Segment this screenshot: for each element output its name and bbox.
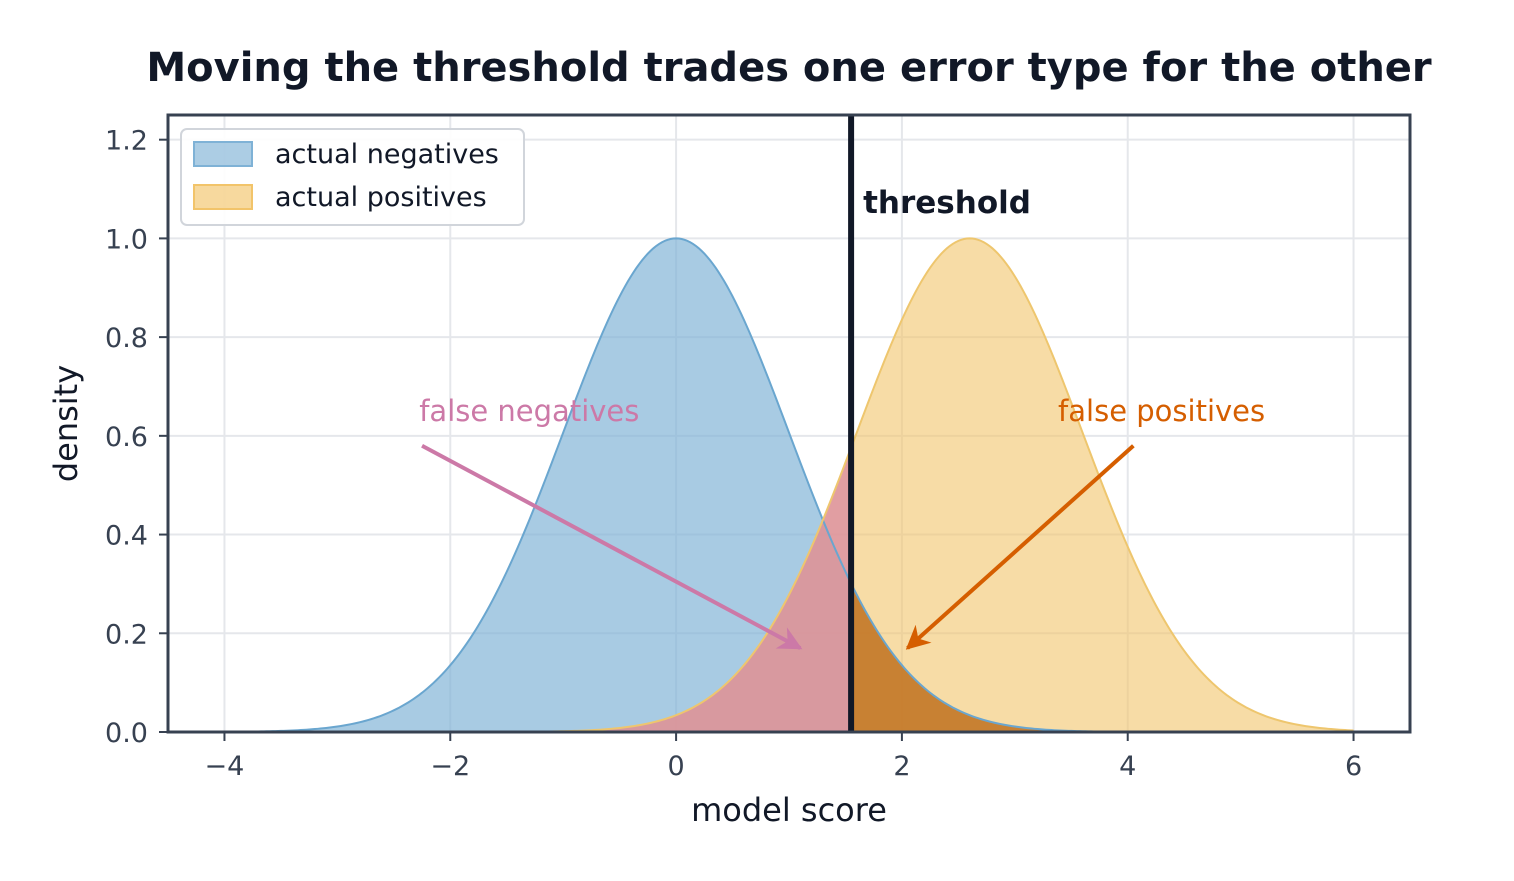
x-tick-label: 6	[1345, 751, 1362, 782]
x-axis-label: model score	[691, 791, 887, 829]
x-tick-label: −2	[430, 751, 470, 782]
legend-label: actual positives	[275, 182, 487, 213]
false-negative-region	[224, 447, 852, 732]
legend-swatch	[193, 141, 253, 167]
annotation-arrow	[905, 444, 1135, 650]
legend: actual negatives actual positives	[180, 128, 525, 226]
chart-title: Moving the threshold trades one error ty…	[146, 45, 1432, 91]
y-tick-label: 0.8	[105, 323, 148, 354]
density-areas	[224, 237, 1354, 733]
y-tick-label: 0.4	[105, 521, 148, 552]
x-tick-label: 0	[667, 751, 684, 782]
positives-area	[224, 238, 1354, 732]
annotation-arrow	[421, 443, 803, 650]
x-tick-label: 4	[1119, 751, 1136, 782]
y-axis-label: density	[47, 365, 85, 482]
y-tick-label: 0.6	[105, 422, 148, 453]
x-tick-label: 2	[893, 751, 910, 782]
threshold-line: threshold	[848, 115, 1031, 732]
threshold-label: threshold	[863, 185, 1031, 221]
y-tick-label: 0.0	[105, 718, 148, 749]
false-positive-region	[851, 583, 1354, 732]
negatives-area	[224, 238, 1354, 732]
plot-frame	[166, 113, 1412, 734]
x-tick-label: −4	[205, 751, 245, 782]
legend-box	[180, 128, 525, 226]
y-tick-label: 1.2	[105, 126, 148, 157]
legend-label: actual negatives	[275, 139, 499, 170]
y-tick-label: 1.0	[105, 224, 148, 255]
annotation-text: false positives	[1058, 394, 1265, 428]
y-tick-label: 0.2	[105, 619, 148, 650]
annotations: false negatives false positives	[419, 394, 1265, 650]
legend-swatch	[193, 184, 253, 210]
annotation-text: false negatives	[419, 394, 639, 428]
axis-ticks: −4 −2 0 2 4 6 0.0 0.2 0.4 0.6 0.8 1.0 1.2	[105, 126, 1362, 782]
